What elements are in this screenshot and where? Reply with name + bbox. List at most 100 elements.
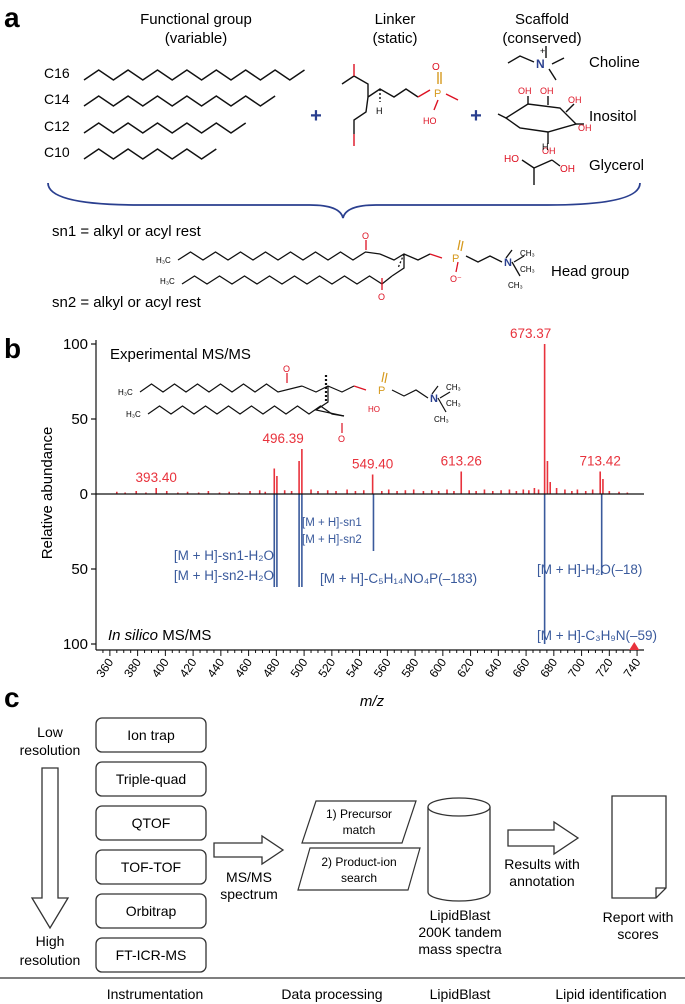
bottom-instrumentation: Instrumentation: [107, 986, 204, 1002]
report-scores-2: scores: [617, 926, 658, 942]
lipidblast-db-2: 200K tandem: [418, 924, 501, 940]
chain-label-c14: C14: [44, 91, 70, 107]
instrument-box: [95, 849, 207, 885]
chain-zigzag-c14: [83, 95, 276, 107]
b-atom-n: N: [430, 393, 438, 405]
x-tick-label: 420: [177, 655, 200, 680]
x-tick-label: 440: [204, 655, 227, 680]
inositol-oh-1: OH: [518, 86, 532, 96]
peak-label: 496.39: [262, 431, 303, 446]
instrument-label: Orbitrap: [126, 903, 177, 919]
lipid-h3c-top: H₃C: [156, 256, 171, 265]
linker-atom-p: P: [434, 88, 441, 100]
phospholipid-structure: [177, 239, 525, 290]
lipid-atom-o1: O: [362, 231, 369, 241]
msms-spectrum-2: spectrum: [220, 886, 278, 902]
report-document: [611, 795, 667, 899]
plus-sign-2: +: [470, 105, 482, 127]
fatty-acid-chains: [83, 69, 305, 160]
instrument-qtof: QTOF: [95, 805, 207, 841]
instrument-box: [95, 937, 207, 973]
fragment-annotation: [M + H]-sn2-H₂O: [174, 568, 274, 583]
instrument-label: Triple-quad: [116, 771, 186, 787]
x-tick-label: 400: [149, 655, 172, 680]
b-atom-o1: O: [283, 364, 290, 374]
x-tick-label: 360: [93, 655, 116, 680]
x-axis-label: m/z: [360, 693, 385, 710]
header-functional-group: Functional group: [140, 11, 252, 28]
insilico-msms-label: In silico MS/MS: [108, 627, 211, 644]
linker-atom-h: H: [376, 106, 383, 116]
plus-sign-1: +: [310, 105, 322, 127]
peak-label: 549.40: [352, 457, 393, 472]
fragment-annotation: [M + H]-H₂O(–18): [537, 562, 642, 577]
linker-atom-ho: HO: [423, 116, 437, 126]
x-tick-label: 700: [565, 655, 588, 680]
lipid-h3c-bottom: H₃C: [160, 277, 175, 286]
b-atom-ho: HO: [368, 405, 380, 414]
high-resolution-2: resolution: [20, 952, 81, 968]
results-annotation-2: annotation: [509, 873, 574, 889]
y-axis-label: Relative abundance: [39, 427, 56, 560]
y-tick-label: 0: [80, 486, 88, 503]
peak-label: 713.42: [580, 454, 621, 469]
choline-charge: +: [540, 46, 545, 56]
chain-label-c10: C10: [44, 144, 70, 160]
report-scores-1: Report with: [603, 909, 674, 925]
peak-label: 673.37: [510, 326, 551, 341]
b-atom-o2: O: [338, 434, 345, 444]
x-tick-label: 480: [260, 655, 283, 680]
inositol-oh-3: OH: [568, 95, 582, 105]
panel-a-label: a: [4, 2, 20, 33]
lipidblast-db-3: mass spectra: [418, 941, 501, 957]
curly-brace: [47, 182, 641, 219]
x-tick-label: 520: [315, 655, 338, 680]
lipid-atom-n: N: [504, 257, 512, 269]
msms-spectrum-1: MS/MS: [226, 869, 272, 885]
lipid-ch3-1: CH₃: [520, 249, 535, 258]
b-h3c-bottom: H₃C: [126, 410, 141, 419]
header-scaffold-conserved: (conserved): [502, 30, 581, 47]
product-ion-search-1: 2) Product-ion: [321, 855, 396, 869]
x-tick-label: 720: [593, 655, 616, 680]
x-tick-label: 660: [510, 655, 533, 680]
instrument-triple-quad: Triple-quad: [95, 761, 207, 797]
scaffold-inositol: Inositol: [589, 108, 637, 125]
x-tick-label: 620: [454, 655, 477, 680]
msms-arrow: [213, 834, 285, 866]
bottom-lipidblast: LipidBlast: [430, 986, 491, 1002]
header-linker-static: (static): [373, 30, 418, 47]
x-tick-label: 740: [621, 655, 644, 680]
sn2-label: sn2 = alkyl or acyl rest: [52, 294, 202, 311]
precursor-match-1: 1) Precursor: [326, 807, 392, 821]
chain-zigzag-c10: [83, 148, 217, 160]
chain-label-c16: C16: [44, 65, 70, 81]
b-ch3-3: CH₃: [434, 415, 449, 424]
b-ch3-2: CH₃: [446, 399, 461, 408]
fragment-annotation: [M + H]-sn1: [302, 517, 362, 529]
header-linker: Linker: [375, 11, 416, 28]
glycerol-h: H: [542, 142, 549, 152]
glycerol-ho: HO: [504, 154, 519, 165]
low-resolution-2: resolution: [20, 742, 81, 758]
lipid-atom-o2: O: [378, 292, 385, 302]
panel-c-label: c: [4, 682, 20, 713]
bottom-data-processing: Data processing: [281, 986, 382, 1002]
lipid-ch3-3: CH₃: [508, 281, 523, 290]
results-arrow: [507, 820, 580, 856]
product-ion-search-box: [297, 847, 421, 891]
inositol-oh-4: OH: [578, 123, 592, 133]
low-resolution-1: Low: [37, 724, 64, 740]
y-tick-label: 50: [71, 411, 88, 428]
glycerol-oh: OH: [560, 164, 575, 175]
inositol-oh-5: OH: [542, 146, 556, 156]
panel-a: a Functional group (variable) Linker (st…: [4, 2, 644, 311]
peak-label: 613.26: [441, 454, 482, 469]
instrument-ion-trap: Ion trap: [95, 717, 207, 753]
bottom-lipid-identification: Lipid identification: [555, 986, 666, 1002]
fragment-annotation: [M + H]-C₃H₉N(–59): [537, 628, 657, 643]
fragment-annotation: [M + H]-sn1-H₂O: [174, 548, 274, 563]
b-ch3-1: CH₃: [446, 383, 461, 392]
scaffold-choline: Choline: [589, 54, 640, 71]
